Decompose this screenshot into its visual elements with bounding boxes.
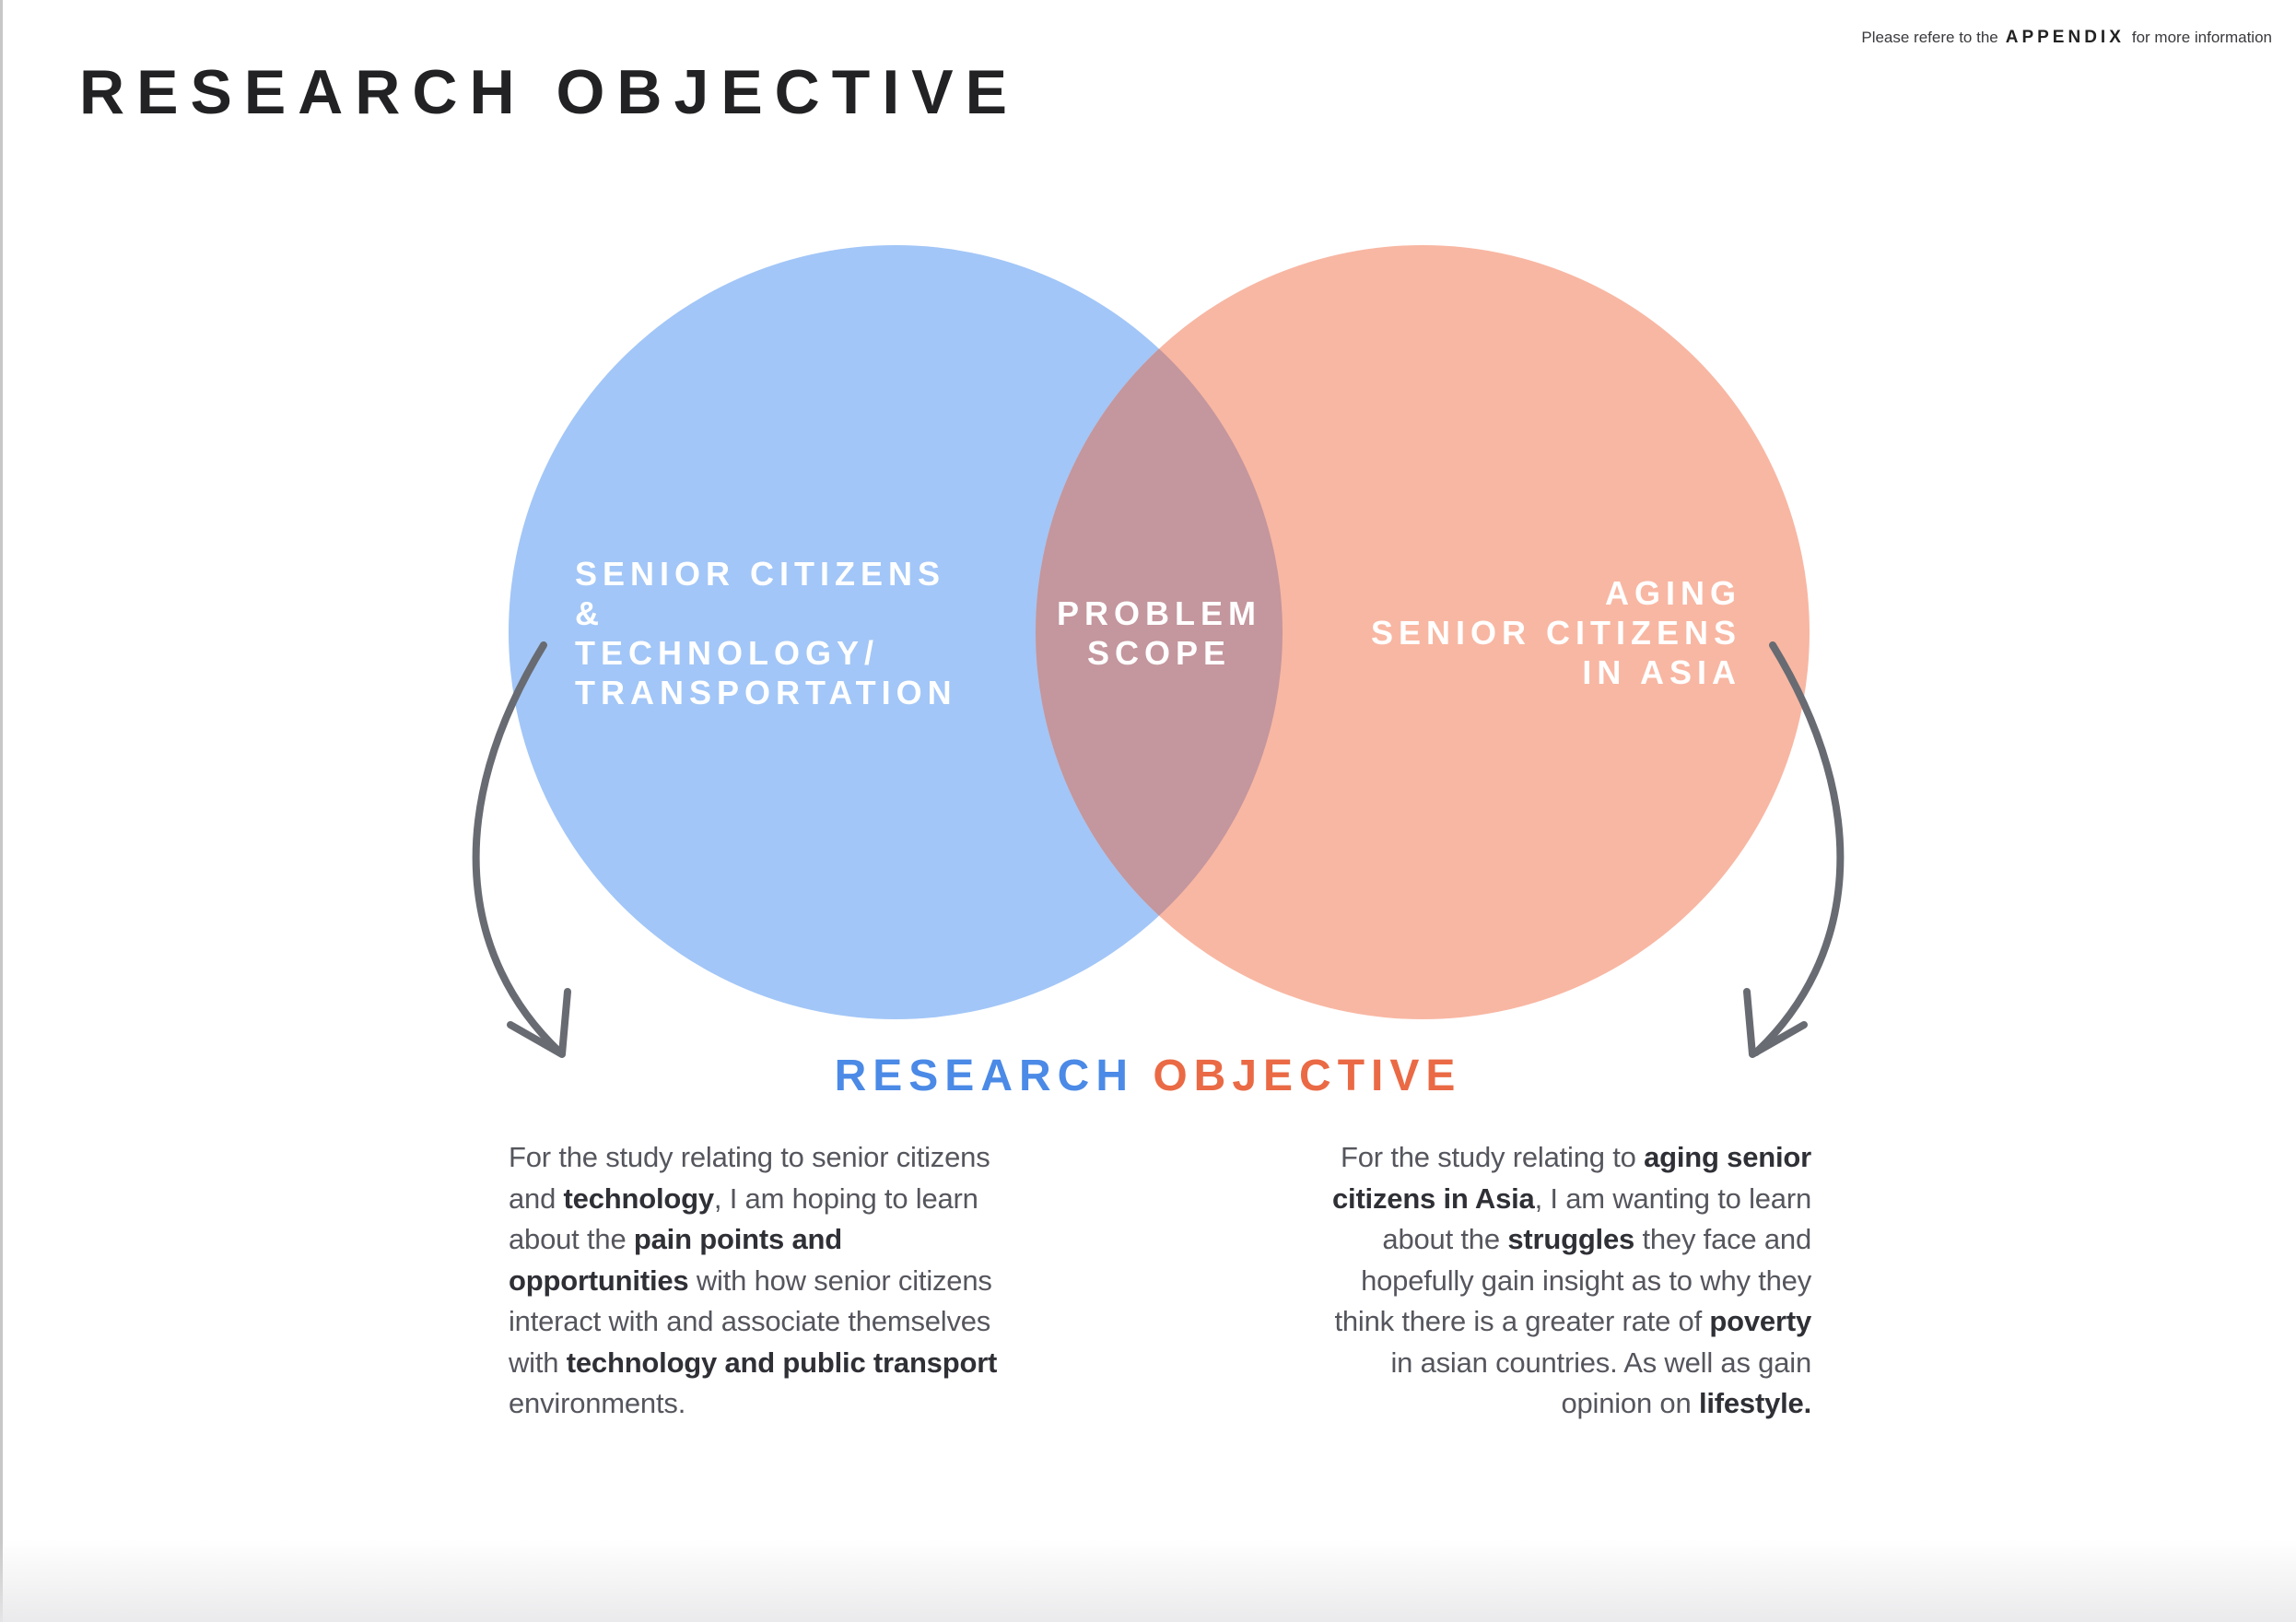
left-circle-label-line: TECHNOLOGY/ bbox=[575, 634, 880, 672]
emphasis-text: poverty bbox=[1709, 1305, 1811, 1337]
appendix-note-suffix: for more information bbox=[2131, 29, 2272, 46]
emphasis-text: pain points and opportunities bbox=[509, 1223, 842, 1297]
heading-word-research: RESEARCH bbox=[834, 1052, 1134, 1100]
left-objective-paragraph: For the study relating to senior citizen… bbox=[509, 1137, 1011, 1425]
body-text: , I am hoping to learn about the bbox=[509, 1181, 978, 1256]
page-title: RESEARCH OBJECTIVE bbox=[79, 57, 1019, 127]
overlap-label-line: PROBLEM bbox=[1057, 594, 1261, 632]
body-text: For the study relating to bbox=[1341, 1141, 1645, 1173]
right-circle-label-line: SENIOR CITIZENS bbox=[1370, 614, 1741, 652]
left-circle-label: SENIOR CITIZENS & TECHNOLOGY/ TRANSPORTA… bbox=[575, 554, 957, 712]
venn-overlap bbox=[1036, 245, 1283, 1019]
right-circle-label-line: AGING bbox=[1604, 574, 1741, 612]
left-circle-label-line: & bbox=[575, 594, 604, 632]
emphasis-text: aging senior citizens in Asia bbox=[1331, 1141, 1811, 1215]
emphasis-text: lifestyle. bbox=[1698, 1387, 1811, 1419]
overlap-label-line: SCOPE bbox=[1086, 634, 1232, 672]
left-curved-arrow bbox=[472, 641, 571, 1058]
bottom-shadow bbox=[0, 1539, 2296, 1622]
overlap-label: PROBLEM SCOPE bbox=[1041, 594, 1277, 673]
body-text: with how senior citizens interact with a… bbox=[509, 1264, 992, 1379]
emphasis-text: technology bbox=[563, 1181, 715, 1215]
body-text: they face and hopefully gain insight as … bbox=[1334, 1223, 1811, 1337]
appendix-link[interactable]: APPENDIX bbox=[2005, 28, 2125, 47]
appendix-note: Please refere to the APPENDIX for more inf… bbox=[1861, 28, 2272, 48]
left-circle-label-line: TRANSPORTATION bbox=[575, 674, 957, 711]
emphasis-text: technology and public transport bbox=[566, 1346, 998, 1379]
left-circle-label-line: SENIOR CITIZENS bbox=[575, 555, 946, 593]
page-edge-rule bbox=[0, 0, 3, 1622]
body-text: , I am wanting to learn about the bbox=[1382, 1181, 1811, 1256]
heading-word-objective: OBJECTIVE bbox=[1153, 1052, 1462, 1100]
right-circle-label-line: IN ASIA bbox=[1582, 653, 1741, 691]
right-circle-label: AGING SENIOR CITIZENS IN ASIA bbox=[1364, 573, 1741, 692]
emphasis-text: struggles bbox=[1507, 1223, 1635, 1255]
right-curved-arrow bbox=[1743, 641, 1845, 1058]
body-text: environments. bbox=[509, 1387, 686, 1419]
research-objective-heading: RESEARCH OBJECTIVE bbox=[0, 1054, 2296, 1099]
body-text: For the study relating to senior citizen… bbox=[509, 1141, 990, 1215]
body-text: in asian countries. As well as gain opin… bbox=[1390, 1346, 1811, 1420]
right-objective-paragraph: For the study relating to aging senior c… bbox=[1308, 1137, 1811, 1425]
appendix-note-prefix: Please refere to the bbox=[1861, 29, 1998, 46]
